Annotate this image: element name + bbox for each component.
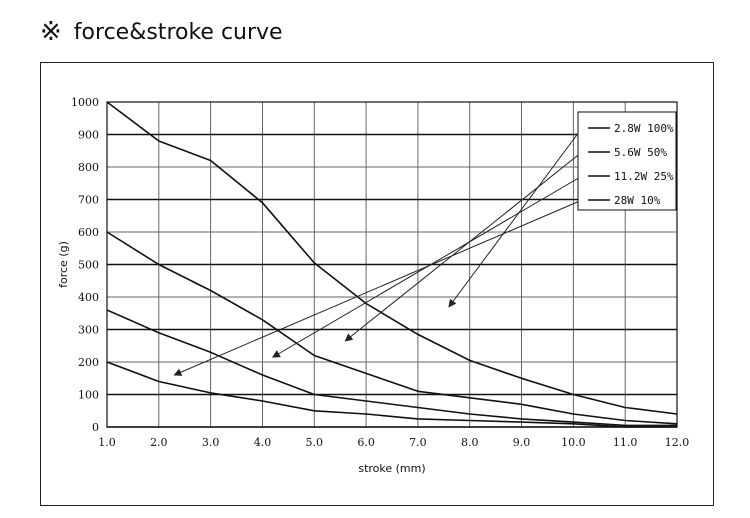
x-tick-label: 7.0 <box>409 436 427 449</box>
annotation-arrows <box>173 127 583 376</box>
y-tick-label: 800 <box>78 161 99 174</box>
x-tick-label: 4.0 <box>254 436 272 449</box>
x-tick-label: 12.0 <box>665 436 690 449</box>
series-line-4 <box>106 361 677 428</box>
legend-entry: 11.2W 25% <box>614 170 674 183</box>
y-tick-label: 100 <box>78 389 99 402</box>
series-lines <box>106 101 678 428</box>
y-tick-label: 200 <box>78 356 99 369</box>
y-axis-label: force (g) <box>57 241 70 288</box>
x-tick-label: 11.0 <box>613 436 638 449</box>
legend: 2.8W 100% 5.6W 50% 11.2W 25% 28W 10% <box>577 111 677 211</box>
x-tick-label: 6.0 <box>357 436 375 449</box>
chart-heading: ※ force&stroke curve <box>40 14 283 50</box>
y-tick-label: 600 <box>78 226 99 239</box>
y-tick-label: 300 <box>78 324 99 337</box>
series-line-1 <box>106 101 678 415</box>
x-tick-label: 1.0 <box>98 436 116 449</box>
x-tick-label: 3.0 <box>202 436 220 449</box>
x-tick-label: 5.0 <box>306 436 324 449</box>
x-tick-label: 8.0 <box>461 436 479 449</box>
x-tick-label: 2.0 <box>150 436 168 449</box>
grid-lines <box>106 101 678 428</box>
axis-ticks: 1.0 2.0 3.0 4.0 5.0 6.0 7.0 8.0 9.0 10.0 11.0 12.0 0… <box>71 96 689 449</box>
y-tick-label: 400 <box>78 291 99 304</box>
y-tick-label: 900 <box>78 129 99 142</box>
x-tick-label: 9.0 <box>513 436 531 449</box>
annotation-arrow <box>448 127 583 308</box>
plot-border <box>106 101 678 428</box>
series-line-3 <box>106 309 677 427</box>
legend-entry: 5.6W 50% <box>614 146 667 159</box>
x-tick-label: 10.0 <box>561 436 586 449</box>
y-tick-label: 700 <box>78 194 99 207</box>
y-tick-label: 500 <box>78 259 99 272</box>
chart-title: force&stroke curve <box>73 19 283 45</box>
series-line-2 <box>106 231 678 425</box>
chart-frame <box>40 62 714 506</box>
legend-entry: 28W 10% <box>614 194 661 207</box>
annotation-arrow <box>344 151 583 342</box>
annotation-arrow <box>173 199 583 376</box>
x-axis-label: stroke (mm) <box>358 462 425 475</box>
reference-mark-icon: ※ <box>40 17 62 47</box>
legend-entry: 2.8W 100% <box>614 122 674 135</box>
y-tick-label: 0 <box>92 421 99 434</box>
y-tick-label: 1000 <box>71 96 99 109</box>
